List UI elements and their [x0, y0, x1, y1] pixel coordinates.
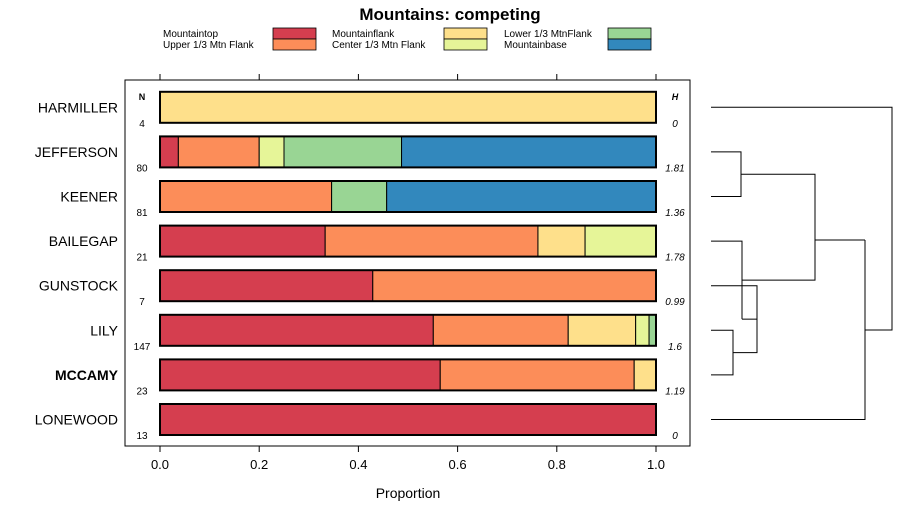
dendrogram-branch [711, 240, 866, 420]
legend-swatch [272, 27, 317, 40]
legend-label: Center 1/3 Mtn Flank [332, 40, 426, 51]
bar-segment [372, 269, 657, 302]
h-value-label: 1.19 [665, 386, 685, 397]
bar-segment [258, 135, 285, 168]
dendrogram-branch [711, 329, 734, 376]
bar-segment [159, 403, 657, 436]
bar-segment [537, 225, 586, 258]
bar-outline [159, 313, 657, 347]
bar-segment [567, 314, 637, 347]
count-label: 81 [136, 208, 148, 219]
bar-segment [439, 358, 635, 391]
bar-segment [584, 225, 657, 258]
x-tick-label: 0.0 [151, 457, 169, 472]
h-value-label: 1.6 [668, 342, 682, 353]
legend-label: Upper 1/3 Mtn Flank [163, 40, 255, 51]
bar-segment [648, 314, 657, 347]
count-header: N [139, 92, 146, 102]
legend-label: Mountainbase [504, 40, 567, 51]
x-tick-label: 0.2 [250, 457, 268, 472]
category-label: LONEWOOD [35, 412, 118, 428]
category-labels: HARMILLER 4 0 JEFFERSON 80 1.81 KEENER 81 1.36 BA… [35, 99, 685, 442]
bar-segment [324, 225, 539, 258]
legend-swatch [443, 38, 488, 51]
count-label: 23 [136, 386, 148, 397]
bar-outline [159, 90, 657, 124]
legend-swatch [272, 38, 317, 51]
bar-segment [159, 225, 326, 258]
category-label: LILY [90, 322, 118, 338]
bar-outline [159, 269, 657, 303]
category-label: BAILEGAP [49, 233, 118, 249]
bar-segment [177, 135, 260, 168]
bar-segment [633, 358, 657, 391]
h-value-label: 1.78 [665, 253, 685, 264]
h-value-label: 1.81 [665, 163, 684, 174]
bar-outline [159, 224, 657, 258]
bar-segment [159, 91, 657, 124]
h-header: H [672, 92, 679, 102]
x-tick-label: 0.8 [548, 457, 566, 472]
category-label: GUNSTOCK [39, 278, 119, 294]
count-label: 80 [136, 163, 148, 174]
dendrogram-branch [711, 240, 743, 320]
bar-segment [159, 269, 374, 302]
category-label: MCCAMY [55, 367, 119, 383]
x-tick-label: 1.0 [647, 457, 665, 472]
category-label: JEFFERSON [35, 144, 118, 160]
h-value-label: 0 [672, 431, 678, 442]
h-value-label: 0 [672, 119, 678, 130]
dendrogram-branch [711, 151, 742, 197]
legend-swatch [443, 27, 488, 40]
count-label: 7 [139, 297, 145, 308]
bar-segment [159, 180, 333, 213]
dendrogram-branch [741, 173, 816, 281]
bar-outline [159, 403, 657, 436]
bar-segment [159, 358, 441, 391]
count-label: 13 [136, 431, 148, 442]
x-tick-label: 0.4 [349, 457, 367, 472]
bars [159, 90, 657, 436]
bar-segment [283, 135, 403, 168]
legend-swatch [607, 27, 652, 40]
bar-segment [386, 180, 657, 213]
plot-frame [124, 79, 691, 447]
legend-label: Lower 1/3 MtnFlank [504, 29, 593, 40]
bar-segment [159, 314, 434, 347]
count-label: 147 [134, 342, 151, 353]
bar-outline [159, 358, 657, 392]
bar-segment [401, 135, 657, 168]
chart-title: Mountains: competing [359, 5, 540, 24]
category-label: HARMILLER [38, 99, 118, 115]
dendrogram-branch [711, 106, 893, 331]
bar-segment [635, 314, 650, 347]
legend-label: Mountainflank [332, 29, 395, 40]
bar-segment [331, 180, 388, 213]
bar-outline [159, 180, 657, 213]
bar-segment [432, 314, 569, 347]
bar-segment [159, 135, 179, 168]
count-label: 21 [136, 253, 148, 264]
x-tick-label: 0.6 [449, 457, 467, 472]
h-value-label: 1.36 [665, 208, 685, 219]
bar-outline [159, 135, 657, 169]
count-label: 4 [139, 119, 145, 130]
axes: 0.0 0.2 0.4 0.6 0.8 1.0 [151, 74, 665, 472]
category-label: KEENER [60, 189, 118, 205]
dendrogram [711, 106, 893, 420]
legend-label: Mountaintop [163, 29, 218, 40]
legend-swatch [607, 38, 652, 51]
h-value-label: 0.99 [665, 297, 685, 308]
x-axis-title: Proportion [376, 485, 441, 501]
